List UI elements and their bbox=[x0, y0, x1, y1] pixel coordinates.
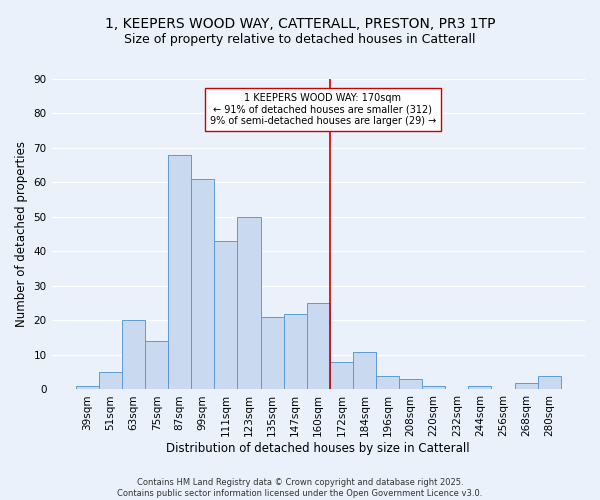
Bar bbox=[353, 352, 376, 390]
Bar bbox=[145, 341, 168, 390]
X-axis label: Distribution of detached houses by size in Catterall: Distribution of detached houses by size … bbox=[166, 442, 470, 455]
Text: Contains HM Land Registry data © Crown copyright and database right 2025.
Contai: Contains HM Land Registry data © Crown c… bbox=[118, 478, 482, 498]
Text: 1 KEEPERS WOOD WAY: 170sqm
← 91% of detached houses are smaller (312)
9% of semi: 1 KEEPERS WOOD WAY: 170sqm ← 91% of deta… bbox=[210, 93, 436, 126]
Bar bbox=[399, 379, 422, 390]
Text: 1, KEEPERS WOOD WAY, CATTERALL, PRESTON, PR3 1TP: 1, KEEPERS WOOD WAY, CATTERALL, PRESTON,… bbox=[105, 18, 495, 32]
Bar bbox=[122, 320, 145, 390]
Bar bbox=[238, 217, 260, 390]
Bar bbox=[76, 386, 99, 390]
Bar bbox=[469, 386, 491, 390]
Bar bbox=[376, 376, 399, 390]
Bar bbox=[168, 155, 191, 390]
Bar bbox=[214, 241, 238, 390]
Bar bbox=[284, 314, 307, 390]
Text: Size of property relative to detached houses in Catterall: Size of property relative to detached ho… bbox=[124, 32, 476, 46]
Y-axis label: Number of detached properties: Number of detached properties bbox=[15, 141, 28, 327]
Bar bbox=[538, 376, 561, 390]
Bar bbox=[330, 362, 353, 390]
Bar bbox=[515, 382, 538, 390]
Bar bbox=[260, 317, 284, 390]
Bar bbox=[191, 179, 214, 390]
Bar bbox=[307, 303, 330, 390]
Bar bbox=[99, 372, 122, 390]
Bar bbox=[422, 386, 445, 390]
